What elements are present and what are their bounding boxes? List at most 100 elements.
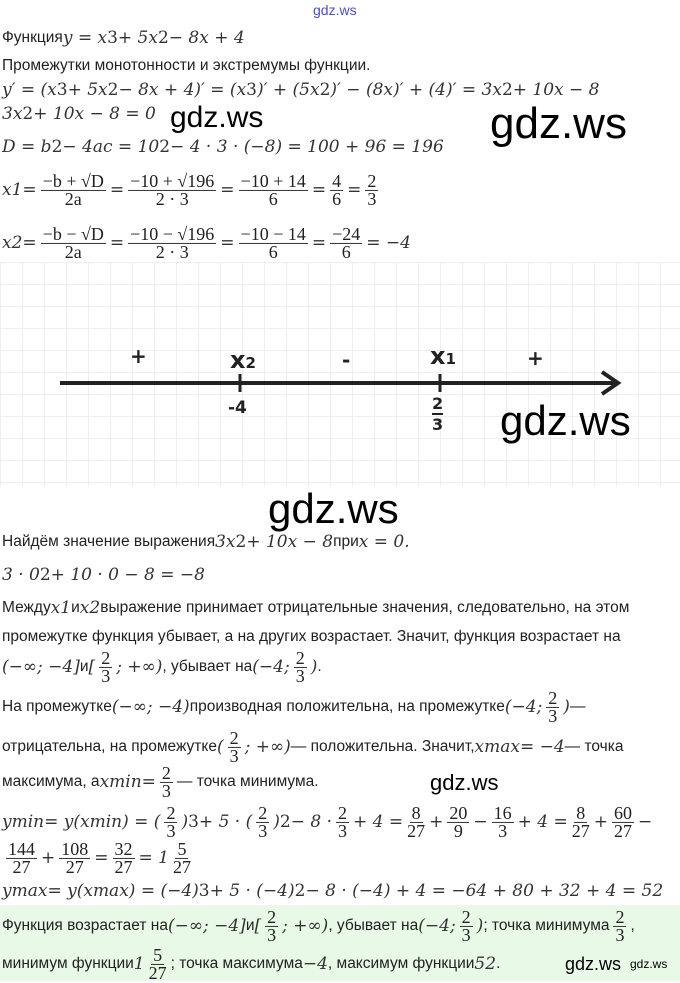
denominator: 2 · 3: [155, 241, 189, 262]
denominator: 6: [332, 188, 342, 209]
denominator: 3: [615, 924, 625, 945]
header-link[interactable]: gdz.ws: [313, 2, 357, 18]
denominator: 3: [337, 820, 347, 841]
numerator: −10 − 14: [238, 223, 308, 244]
numerator: −b + √D: [40, 170, 106, 191]
superscript: 3: [107, 27, 118, 48]
math: ): [181, 812, 189, 832]
math: + 10 · 0 − 8 = −8: [50, 565, 205, 585]
math: )′ + (5x: [256, 80, 320, 100]
fraction: 8 27: [407, 804, 425, 839]
math: 3x: [2, 104, 23, 124]
math: =: [94, 848, 109, 868]
text: .: [496, 955, 501, 972]
superscript: 2: [51, 136, 63, 157]
math: = −4: [519, 737, 565, 757]
text-line: (−∞; −4] и [2 3; +∞), убывает на (−4; 2 3)…: [2, 647, 322, 684]
subscript: max: [11, 880, 48, 901]
superscript: 2: [319, 79, 331, 100]
watermark: gdz.ws: [565, 954, 622, 974]
superscript: 2: [157, 27, 169, 48]
numerator: 60: [611, 802, 634, 823]
denominator: 9: [453, 820, 463, 841]
superscript: 2: [294, 880, 306, 901]
number-line: [60, 370, 622, 396]
math: D = b: [2, 137, 52, 157]
math: −4: [302, 954, 328, 974]
math: + 5 · (−4): [209, 881, 295, 901]
numerator: 2: [265, 906, 279, 927]
math: ; +∞): [116, 657, 163, 677]
math: 3 · 0: [2, 565, 40, 585]
math: + 5 · (: [198, 812, 253, 832]
superscript: 2: [279, 811, 291, 832]
math: − 4ac = 10: [62, 137, 160, 157]
math: (−∞; −4]: [2, 657, 80, 677]
text: и: [79, 658, 89, 675]
text: при: [333, 533, 359, 550]
denominator: 3: [498, 820, 508, 841]
math: + 4 =: [517, 812, 568, 832]
text: — положительна. Значит,: [290, 738, 475, 755]
text: , максимум функции: [327, 955, 475, 972]
watermark: gdz.ws: [430, 770, 499, 795]
text: , убывает на: [328, 917, 419, 934]
text-line: отрицательна, на промежутке (2 3; +∞) — п…: [2, 729, 624, 764]
math: y: [2, 812, 12, 832]
fraction: −10 + √196 2 · 3: [128, 172, 217, 207]
math: y: [2, 881, 12, 901]
text: ; точка минимума: [483, 917, 610, 934]
denominator: 2a: [64, 188, 82, 209]
math: =: [311, 233, 327, 253]
math: (−∞; −4]: [167, 916, 246, 936]
text: производная положительна, на промежутке: [189, 698, 505, 715]
math: ; +∞): [244, 737, 291, 757]
numerator: 2: [164, 802, 178, 823]
subscript: 2: [89, 597, 101, 618]
math: + 10x − 8 = 0: [33, 104, 156, 124]
subscript: 2: [11, 232, 23, 253]
denominator: 6: [341, 241, 351, 262]
math: −: [473, 812, 488, 832]
watermark: gdz.ws: [500, 397, 631, 444]
fraction: 108 27: [59, 838, 91, 877]
math: =: [109, 180, 125, 200]
numerator: 5: [151, 944, 165, 965]
math: + 5x: [67, 80, 108, 100]
subscript: min: [109, 771, 142, 792]
numerator: 4: [330, 170, 344, 191]
math: − 8x + 4)′ = (x: [118, 80, 247, 100]
fraction: 32 27: [112, 840, 135, 875]
text: Функция возрастает на: [2, 917, 168, 934]
numerator: −10 + 14: [238, 170, 308, 191]
math: =: [220, 233, 235, 253]
text: ,: [630, 917, 635, 934]
numerator: 144: [6, 838, 37, 859]
numerator: 2: [99, 647, 113, 668]
math: = y(x: [47, 881, 93, 901]
math: − 4 · 3 · (−8) = 100 + 96 = 196: [170, 137, 444, 157]
math: 1: [133, 954, 145, 974]
denominator: 27: [65, 856, 84, 877]
math: − 8 ·: [290, 812, 332, 832]
text-line: На промежутке (−∞; −4) производная полож…: [2, 687, 585, 724]
text-line: Промежутки монотонности и экстремумы фун…: [2, 57, 370, 75]
numerator: 20: [447, 802, 470, 823]
arrow-icon: [600, 370, 622, 396]
numerator: −b − √D: [40, 223, 106, 244]
numerator: 2: [365, 170, 379, 191]
fraction: −10 − 14 6: [238, 223, 308, 260]
numerator: 2: [546, 687, 560, 708]
denominator: 27: [12, 856, 31, 877]
numerator: 108: [59, 838, 91, 859]
subscript: max: [92, 880, 129, 901]
watermark: gdz.ws: [630, 957, 668, 971]
